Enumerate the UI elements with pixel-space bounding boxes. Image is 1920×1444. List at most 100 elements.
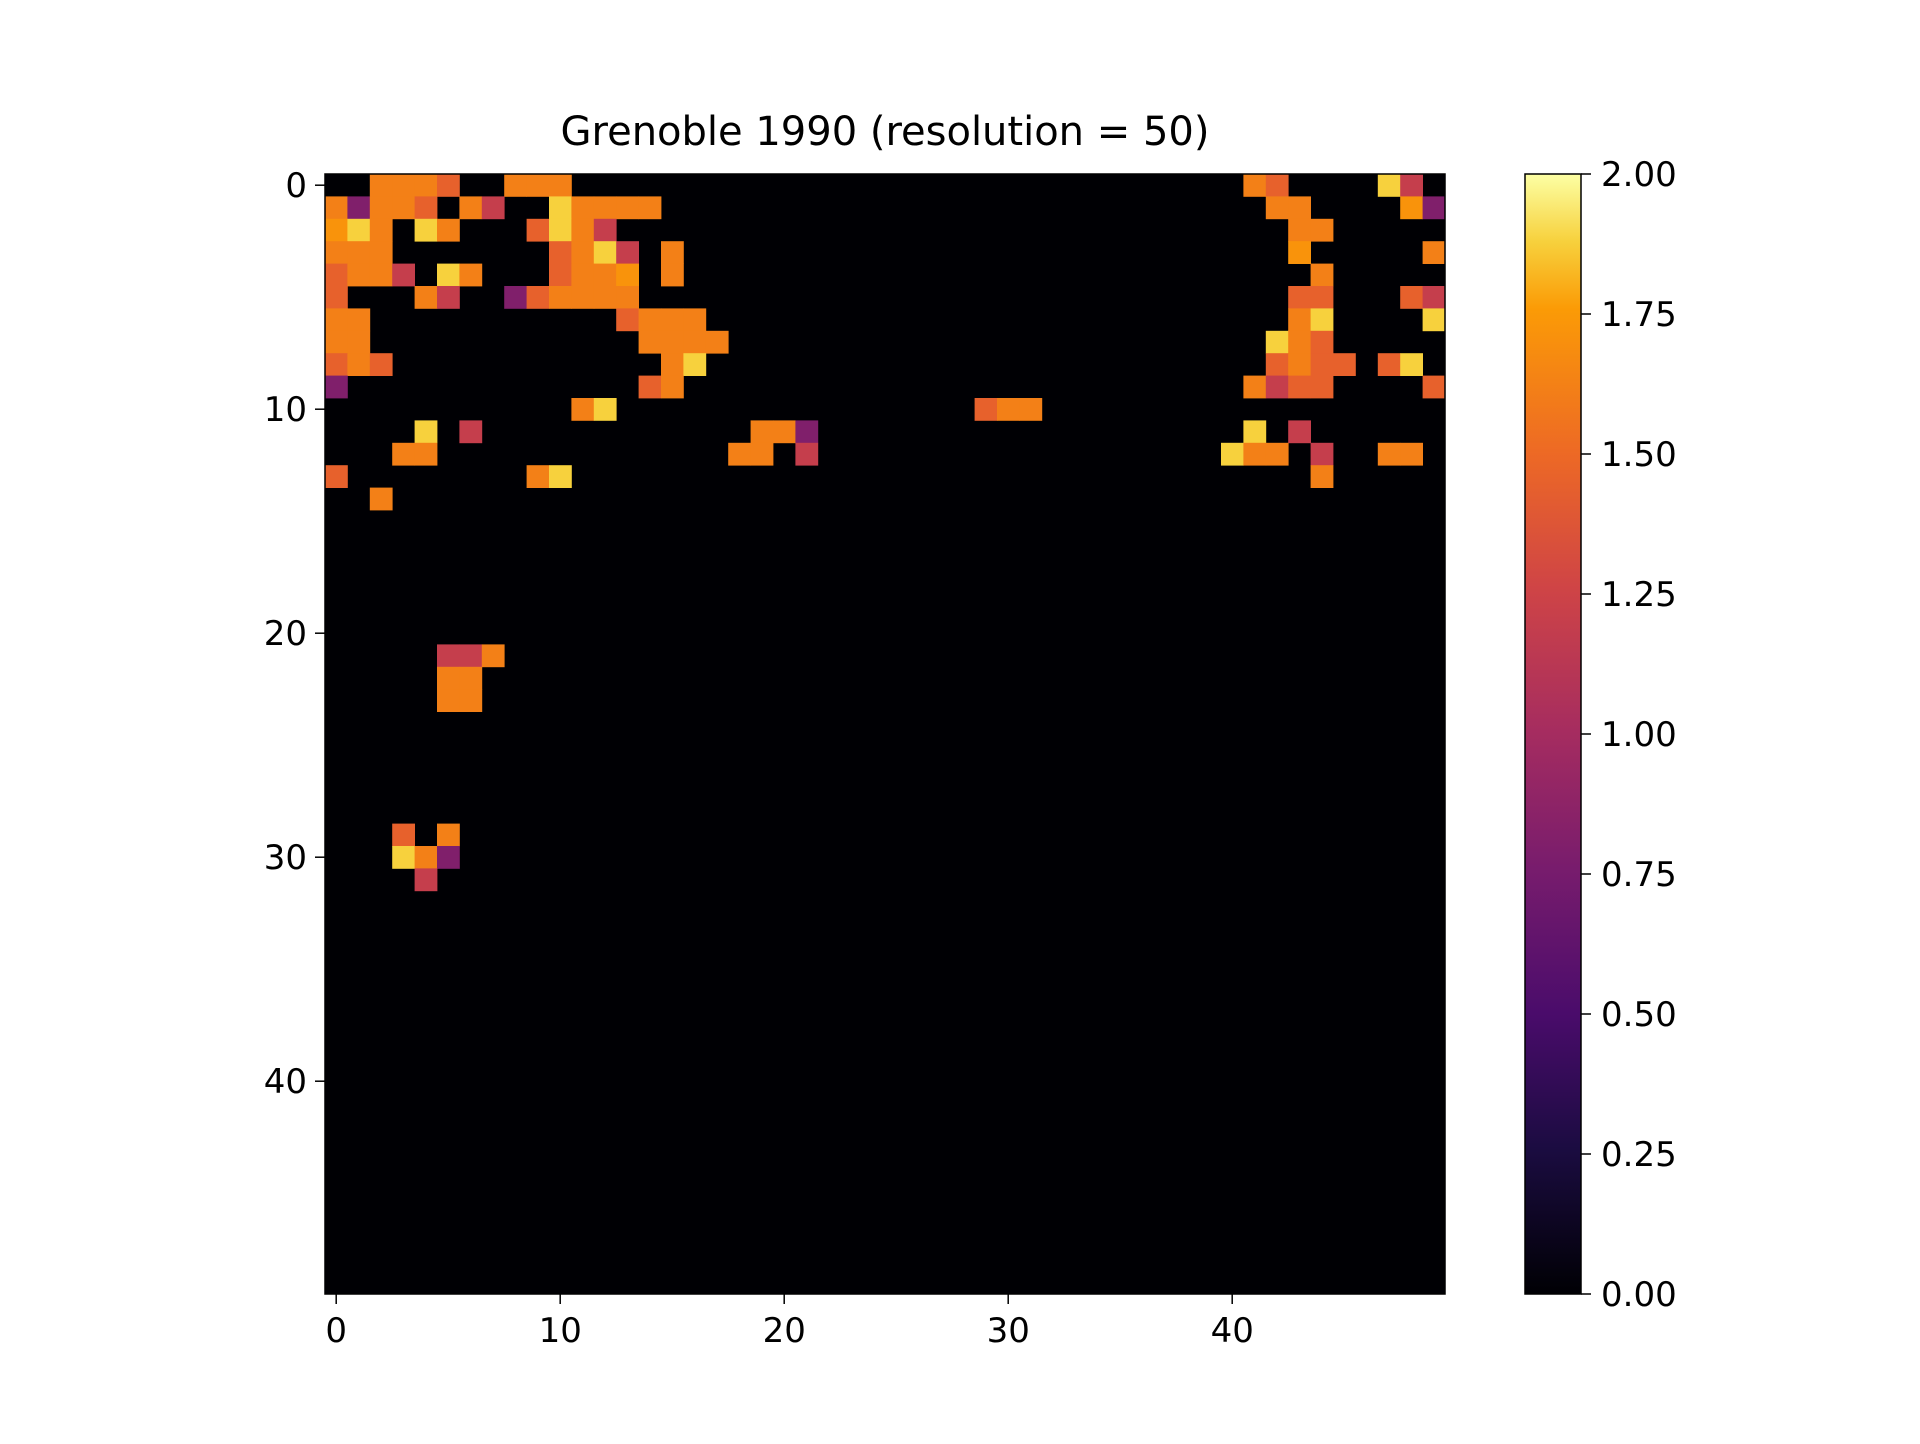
heatmap-cell	[1288, 286, 1311, 309]
heatmap-cell	[369, 218, 393, 242]
heatmap-cell	[1243, 375, 1267, 399]
heatmap-cell	[392, 174, 415, 197]
heatmap-cell	[616, 241, 639, 264]
heatmap-cell	[369, 487, 393, 511]
heatmap-cell	[593, 286, 617, 309]
heatmap-cell	[437, 286, 460, 309]
heatmap-cell	[437, 846, 460, 869]
chart-title: Grenoble 1990 (resolution = 50)	[561, 109, 1210, 155]
heatmap-cell	[347, 330, 371, 354]
heatmap-cell	[459, 666, 483, 690]
heatmap-cell	[414, 174, 438, 197]
heatmap-cell	[1422, 196, 1446, 220]
heatmap-cell	[459, 644, 483, 668]
colorbar-axis: 0.00 0.25 0.50 0.75 1.00 1.25 1.50 1.75 2.00	[1581, 155, 1677, 1315]
heatmap-cell	[325, 286, 348, 309]
heatmap-cell	[459, 196, 483, 220]
heatmap-cell	[683, 330, 707, 354]
heatmap-cell	[1265, 330, 1289, 354]
heatmap-cell	[795, 442, 819, 466]
heatmap-cell	[459, 689, 483, 712]
heatmap-cells	[325, 174, 1446, 1294]
y-tick-label: 20	[264, 614, 307, 654]
heatmap-cell	[481, 196, 505, 220]
heatmap-cell	[661, 308, 684, 332]
heatmap-cell	[1310, 375, 1334, 399]
heatmap-cell	[571, 241, 595, 264]
heatmap-cell	[414, 868, 438, 892]
colorbar-tick-label: 0.25	[1601, 1135, 1677, 1175]
heatmap-cell	[369, 263, 393, 287]
heatmap-cell	[593, 398, 617, 421]
heatmap-cell	[1310, 442, 1334, 466]
heatmap-cell	[1377, 174, 1401, 197]
x-tick-label: 10	[539, 1311, 582, 1351]
heatmap-cell	[1288, 353, 1311, 376]
heatmap-cell	[728, 442, 751, 466]
heatmap-cell	[325, 263, 348, 287]
heatmap-cell	[1288, 420, 1311, 444]
heatmap-cell	[1310, 308, 1334, 332]
heatmap-cell	[437, 689, 460, 712]
heatmap-cell	[593, 241, 617, 264]
x-tick-label: 20	[763, 1311, 806, 1351]
heatmap-cell	[1019, 398, 1043, 421]
heatmap-cell	[1265, 375, 1289, 399]
heatmap-cell	[325, 330, 348, 354]
heatmap-cell	[437, 263, 460, 287]
heatmap-cell	[1243, 442, 1267, 466]
heatmap-cell	[1288, 330, 1311, 354]
heatmap-background	[325, 174, 1445, 1294]
heatmap-cell	[773, 420, 796, 444]
heatmap-cell	[616, 196, 639, 220]
heatmap-cell	[1422, 241, 1446, 264]
heatmap-cell	[369, 196, 393, 220]
y-tick-label: 40	[264, 1062, 307, 1102]
heatmap-cell	[974, 398, 998, 421]
heatmap-cell	[1310, 465, 1334, 488]
heatmap-cell	[549, 174, 572, 197]
heatmap-cell	[1288, 308, 1311, 332]
heatmap-cell	[325, 375, 348, 399]
heatmap-cell	[347, 196, 371, 220]
heatmap-cell	[795, 420, 819, 444]
colorbar-tick-label: 0.50	[1601, 995, 1677, 1035]
colorbar-tick-label: 0.00	[1601, 1275, 1677, 1315]
heatmap-cell	[414, 218, 438, 242]
colorbar-tick-label: 0.75	[1601, 855, 1677, 895]
heatmap-cell	[549, 196, 572, 220]
heatmap-cell	[414, 420, 438, 444]
heatmap-cell	[414, 442, 438, 466]
heatmap-cell	[1377, 442, 1401, 466]
heatmap-cell	[683, 308, 707, 332]
heatmap-cell	[325, 218, 348, 242]
colorbar-tick-label: 1.50	[1601, 435, 1677, 475]
heatmap-cell	[459, 420, 483, 444]
heatmap-cell	[1400, 353, 1423, 376]
heatmap-cell	[549, 218, 572, 242]
colorbar	[1524, 173, 1582, 1295]
colorbar-tick-label: 1.75	[1601, 295, 1677, 335]
heatmap-cell	[1400, 174, 1423, 197]
heatmap-cell	[661, 263, 684, 287]
heatmap-cell	[1288, 375, 1311, 399]
heatmap-cell	[1422, 375, 1446, 399]
heatmap-cell	[549, 241, 572, 264]
heatmap-cell	[571, 398, 595, 421]
heatmap-cell	[750, 420, 774, 444]
heatmap-cell	[459, 263, 483, 287]
heatmap-cell	[437, 823, 460, 847]
heatmap-cell	[437, 174, 460, 197]
heatmap-cell	[347, 308, 371, 332]
colorbar-tick-label: 1.00	[1601, 715, 1677, 755]
colorbar-tick-label: 2.00	[1601, 155, 1677, 195]
heatmap-cell	[549, 465, 572, 488]
heatmap-cell	[705, 330, 729, 354]
heatmap-cell	[526, 218, 550, 242]
heatmap-cell	[661, 241, 684, 264]
heatmap-cell	[593, 218, 617, 242]
heatmap-cell	[369, 241, 393, 264]
heatmap-cell	[504, 174, 527, 197]
